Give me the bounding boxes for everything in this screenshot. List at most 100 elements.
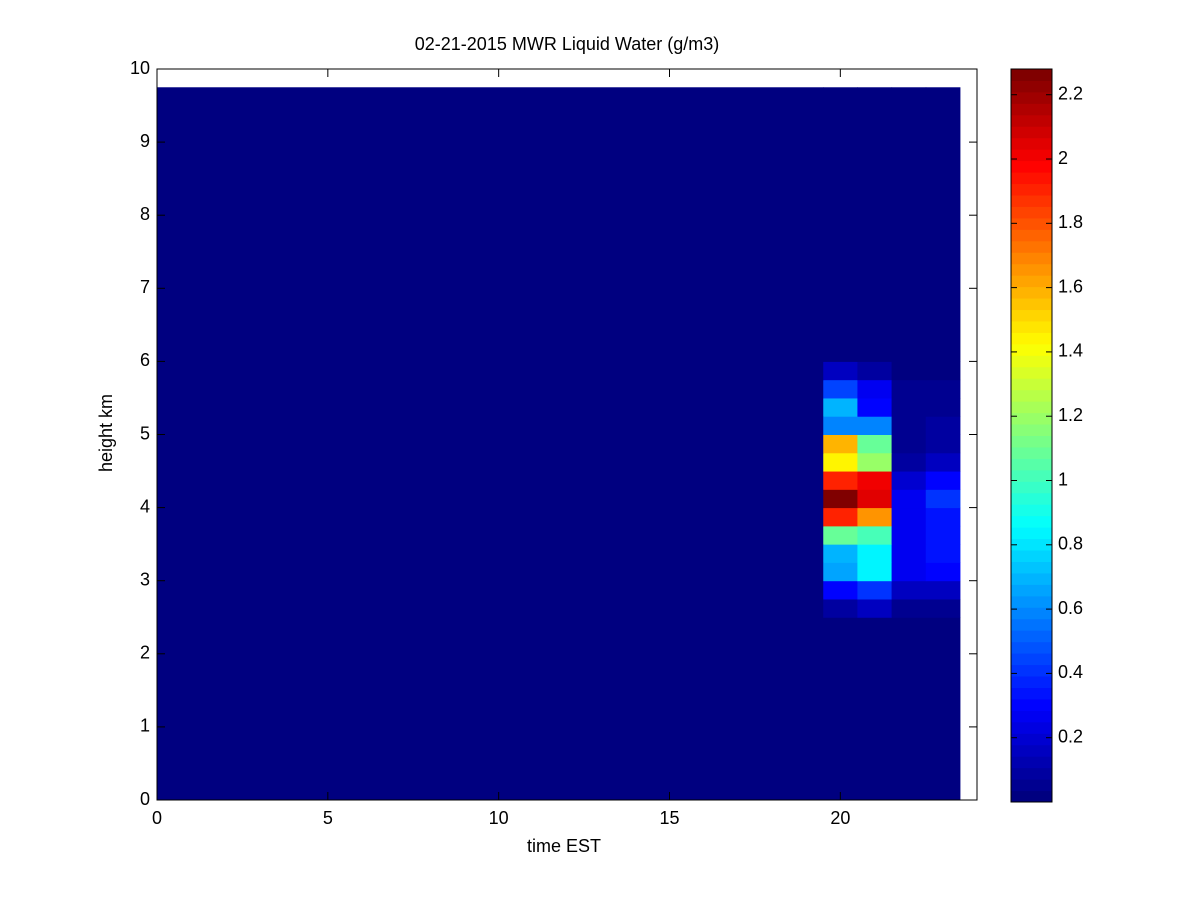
heatmap-cell	[925, 525, 961, 545]
heatmap-cell	[891, 617, 927, 801]
x-tick-label: 15	[659, 808, 679, 828]
colorbar-segment	[1011, 332, 1052, 345]
heatmap-cell	[823, 598, 858, 618]
colorbar-segment	[1011, 194, 1052, 207]
heatmap-cell	[891, 397, 927, 417]
heatmap-cell	[157, 562, 824, 582]
heatmap-cell	[891, 452, 927, 472]
colorbar-tick-label: 1.2	[1058, 405, 1083, 425]
heatmap-cell	[891, 361, 927, 381]
heatmap-cell	[925, 544, 961, 563]
heatmap-cell	[823, 87, 858, 362]
colorbar-segment	[1011, 91, 1052, 104]
colorbar-segment	[1011, 618, 1052, 631]
colorbar-segment	[1011, 298, 1052, 311]
colorbar-segment	[1011, 653, 1052, 666]
heatmap-cell	[823, 471, 858, 490]
heatmap-cell	[157, 87, 824, 362]
heatmap-cell	[891, 598, 927, 618]
heatmap-cell	[925, 471, 961, 490]
heatmap-cell	[857, 87, 893, 362]
colorbar-tick-label: 0.8	[1058, 534, 1083, 554]
y-tick-label: 9	[140, 131, 150, 151]
heatmap-cell	[857, 525, 893, 545]
colorbar-segment	[1011, 309, 1052, 322]
colorbar-tick-label: 1.4	[1058, 341, 1083, 361]
colorbar-segment	[1011, 561, 1052, 574]
y-tick-label: 3	[140, 569, 150, 589]
heatmap-cell	[157, 598, 824, 618]
heatmap-cell	[891, 379, 927, 399]
chart-title: 02-21-2015 MWR Liquid Water (g/m3)	[415, 34, 719, 54]
heatmap-cell	[157, 507, 824, 527]
heatmap-cell	[823, 562, 858, 582]
colorbar-segment	[1011, 137, 1052, 150]
heatmap-cell	[157, 471, 824, 490]
heatmap-cell	[891, 580, 927, 600]
heatmap-cell	[823, 507, 858, 527]
heatmap-cell	[925, 361, 961, 381]
colorbar-segment	[1011, 366, 1052, 379]
colorbar-segment	[1011, 275, 1052, 288]
heatmap-cell	[823, 416, 858, 435]
colorbar-segment	[1011, 744, 1052, 757]
colorbar-segment	[1011, 343, 1052, 356]
heatmap-cell	[891, 471, 927, 490]
heatmap-cell	[857, 598, 893, 618]
colorbar-tick-label: 0.6	[1058, 598, 1083, 618]
colorbar-segment	[1011, 286, 1052, 299]
heatmap-cell	[157, 544, 824, 563]
colorbar-segment	[1011, 698, 1052, 711]
heatmap-cell	[857, 562, 893, 582]
heatmap-cell	[857, 434, 893, 454]
heatmap-cell	[925, 397, 961, 417]
colorbar-segment	[1011, 401, 1052, 414]
heatmap-cell	[823, 617, 858, 801]
heatmap-cell	[157, 434, 824, 454]
colorbar-segment	[1011, 515, 1052, 528]
colorbar-frame	[1010, 68, 1053, 803]
y-tick-label: 5	[140, 423, 150, 443]
heatmap-cell	[925, 580, 961, 600]
heatmap-cell	[857, 452, 893, 472]
colorbar-segment	[1011, 721, 1052, 734]
y-tick-label: 2	[140, 643, 150, 663]
colorbar-segment	[1011, 263, 1052, 276]
colorbar-segment	[1011, 435, 1052, 448]
heatmap-cell	[857, 471, 893, 490]
y-tick-label: 6	[140, 350, 150, 370]
heatmap-cell	[157, 525, 824, 545]
colorbar-segment	[1011, 458, 1052, 471]
x-tick-label: 0	[152, 808, 162, 828]
colorbar-segment	[1011, 572, 1052, 585]
heatmap-cell	[891, 489, 927, 509]
colorbar-segment	[1011, 664, 1052, 677]
y-tick-label: 1	[140, 716, 150, 736]
y-tick-label: 8	[140, 204, 150, 224]
heatmap-cell	[857, 379, 893, 399]
x-tick-label: 20	[830, 808, 850, 828]
heatmap-cell	[823, 361, 858, 381]
heatmap-cell	[891, 507, 927, 527]
colorbar-segment	[1011, 687, 1052, 700]
y-axis-label: height km	[96, 394, 116, 472]
colorbar-segment	[1011, 240, 1052, 253]
colorbar-segment	[1011, 183, 1052, 196]
colorbar-segment	[1011, 481, 1052, 494]
colorbar-segment	[1011, 527, 1052, 540]
heatmap-cell	[823, 544, 858, 563]
colorbar-segment	[1011, 779, 1052, 792]
colorbar-segment	[1011, 252, 1052, 265]
heatmap-cell	[857, 489, 893, 509]
heatmap-cell	[925, 434, 961, 454]
colorbar-segment	[1011, 355, 1052, 368]
colorbar-segment	[1011, 424, 1052, 436]
colorbar-segment	[1011, 378, 1052, 391]
heatmap-cell	[157, 416, 824, 435]
heatmap-cell	[157, 379, 824, 399]
colorbar-segment	[1011, 80, 1052, 93]
colorbar-segment	[1011, 607, 1052, 620]
heatmap-cell	[857, 397, 893, 417]
